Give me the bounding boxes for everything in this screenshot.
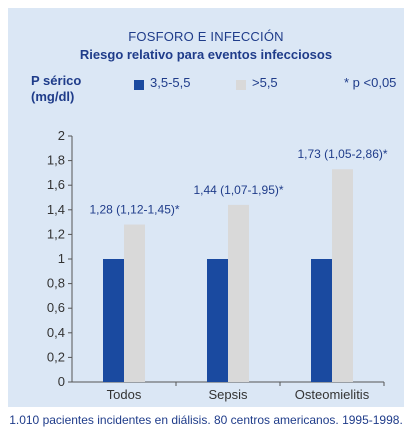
bar-sepsis-series-1 [207,259,228,382]
y-tick-label: 0,8 [47,276,65,291]
x-tick-label: Todos [107,387,142,402]
y-tick-label: 0 [58,374,65,389]
bar-todos-series-1 [103,259,124,382]
bar-todos-series-2 [124,224,145,382]
legend-label-gt-5-5: >5,5 [252,75,278,90]
bar-osteomielitis-series-1 [311,259,332,382]
data-label: 1,44 (1,07-1,95)* [193,183,283,197]
y-tick-label: 1,2 [47,226,65,241]
significance-note: * p <0,05 [344,75,397,90]
data-label: 1,28 (1,12-1,45)* [89,203,179,217]
x-tick-label: Sepsis [208,387,248,402]
source-footnote: 1.010 pacientes incidentes en diálisis. … [9,413,403,427]
data-label: 1,73 (1,05-2,86)* [297,147,387,161]
y-axis-label-line-2: (mg/dl) [31,89,75,104]
y-tick-label: 1,6 [47,177,65,192]
legend-label-3-5-5-5: 3,5-5,5 [150,75,191,90]
y-tick-label: 0,4 [47,325,65,340]
chart-title: FOSFORO E INFECCIÓN [128,29,284,44]
x-tick-label: Osteomielitis [295,387,370,402]
y-tick-label: 1 [58,251,65,266]
chart-subtitle: Riesgo relativo para eventos infecciosos [79,47,333,62]
y-tick-label: 0,6 [47,300,65,315]
y-tick-label: 1,8 [47,153,65,168]
bar-osteomielitis-series-2 [332,169,353,382]
y-tick-label: 2 [58,128,65,143]
y-tick-label: 1,4 [47,202,65,217]
legend-swatch-3-5-5-5 [134,80,144,90]
legend-swatch-gt-5-5 [236,80,246,90]
y-axis-label-line-1: P sérico [31,73,82,88]
bar-sepsis-series-2 [228,204,249,382]
y-tick-label: 0,2 [47,349,65,364]
